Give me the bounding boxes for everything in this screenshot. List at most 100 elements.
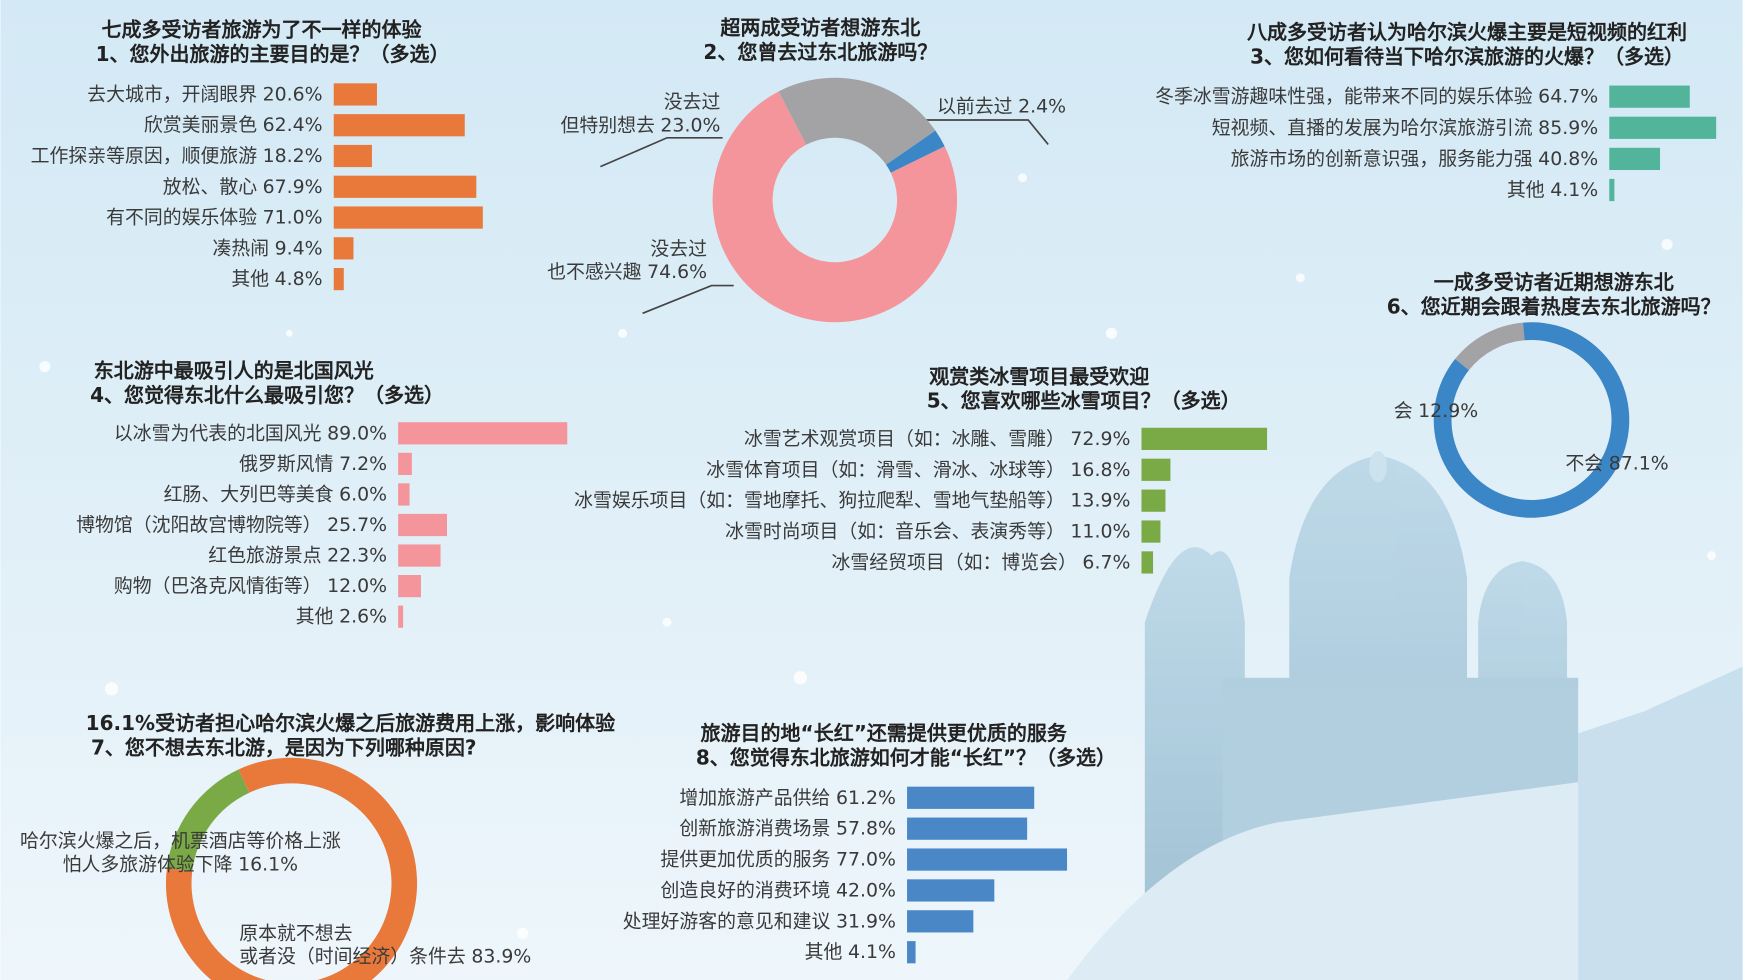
value-label: 16.8% bbox=[1070, 458, 1130, 480]
category-label: 也不感兴趣 bbox=[547, 261, 641, 283]
category-label: 其他 bbox=[296, 605, 334, 627]
value-label: 71.0% bbox=[263, 206, 323, 228]
chart-title: 16.1%受访者担心哈尔滨火爆之后旅游费用上涨，影响体验 bbox=[86, 711, 615, 735]
category-label: 创新旅游消费场景 bbox=[679, 817, 830, 839]
bar-label: 其他2.6% bbox=[296, 605, 387, 627]
value-label: 9.4% bbox=[275, 237, 323, 259]
bar bbox=[334, 145, 372, 167]
bar bbox=[398, 422, 567, 444]
value-label: 6.7% bbox=[1082, 551, 1130, 573]
bar bbox=[398, 544, 440, 566]
value-label: 67.9% bbox=[263, 175, 323, 197]
category-label: 原本就不想去 bbox=[239, 922, 352, 944]
value-label: 57.8% bbox=[836, 817, 896, 839]
bar-label: 冰雪时尚项目（如：音乐会、表演秀等）11.0% bbox=[725, 520, 1130, 542]
bar bbox=[907, 941, 916, 963]
value-label: 4.1% bbox=[848, 941, 896, 963]
category-label: 没去过 bbox=[650, 237, 707, 259]
bar bbox=[334, 206, 483, 228]
category-label: 其他 bbox=[805, 941, 843, 963]
category-label: 怕人多旅游体验下降 bbox=[63, 853, 233, 875]
category-label: 其他 bbox=[1507, 179, 1545, 201]
bar-label: 红肠、大列巴等美食6.0% bbox=[164, 483, 387, 505]
category-label: 冰雪娱乐项目（如：雪地摩托、狗拉爬犁、雪地气垫船等） bbox=[574, 489, 1065, 511]
chart-title: 超两成受访者想游东北 bbox=[719, 15, 920, 39]
value-label: 83.9% bbox=[471, 945, 531, 967]
bar bbox=[334, 268, 344, 290]
bar-label: 处理好游客的意见和建议31.9% bbox=[623, 910, 896, 932]
bar bbox=[907, 787, 1034, 809]
bar-label: 博物馆（沈阳故宫博物院等） 25.7% bbox=[76, 514, 387, 536]
bar bbox=[398, 575, 421, 597]
chart-subtitle: 6、您近期会跟着热度去东北旅游吗？ bbox=[1387, 294, 1721, 318]
category-label: 红肠、大列巴等美食 bbox=[164, 483, 334, 505]
chart-subtitle: 1、您外出旅游的主要目的是？（多选） bbox=[96, 42, 450, 66]
bar-label: 凑热闹 9.4% bbox=[212, 237, 322, 259]
value-label: 62.4% bbox=[263, 114, 323, 136]
chart-title: 旅游目的地“长红”还需提供更优质的服务 bbox=[701, 721, 1068, 745]
chart-subtitle: 5、您喜欢哪些冰雪项目？（多选） bbox=[927, 389, 1241, 413]
bar-label: 冰雪经贸项目（如：博览会）6.7% bbox=[832, 551, 1131, 573]
category-label: 凑热闹 bbox=[212, 237, 269, 259]
chart-title: 观赏类冰雪项目最受欢迎 bbox=[929, 364, 1149, 388]
bar bbox=[1142, 490, 1166, 512]
category-label: 冰雪经贸项目（如：博览会） bbox=[832, 551, 1077, 573]
bar-label: 短视频、直播的发展为哈尔滨旅游引流85.9% bbox=[1212, 116, 1598, 138]
chart-title: 八成多受访者认为哈尔滨火爆主要是短视频的红利 bbox=[1247, 20, 1687, 44]
bar bbox=[398, 483, 409, 505]
value-label: 72.9% bbox=[1070, 427, 1130, 449]
category-label: 但特别想去 bbox=[560, 114, 654, 136]
bar bbox=[398, 453, 412, 475]
category-label: 冰雪时尚项目（如：音乐会、表演秀等） bbox=[725, 520, 1065, 542]
bar bbox=[398, 606, 403, 628]
bar-label: 工作探亲等原因，顺便旅游18.2% bbox=[31, 145, 323, 167]
value-label: 4.1% bbox=[1550, 179, 1598, 201]
chart-subtitle: 2、您曾去过东北旅游吗？ bbox=[703, 40, 937, 64]
bar bbox=[1142, 520, 1161, 542]
value-label: 2.6% bbox=[339, 605, 387, 627]
value-label: 40.8% bbox=[1538, 147, 1598, 169]
value-label: 2.4% bbox=[1018, 95, 1066, 117]
bar-label: 欣赏美丽景色62.4% bbox=[144, 114, 323, 136]
value-label: 89.0% bbox=[327, 422, 387, 444]
category-label: 或者没（时间经济）条件去 bbox=[239, 945, 466, 967]
segment-label: 没去过 bbox=[650, 237, 707, 259]
category-label: 不会 bbox=[1565, 452, 1603, 474]
chart-title: 七成多受访者旅游为了不一样的体验 bbox=[102, 18, 422, 42]
value-label: 7.2% bbox=[339, 452, 387, 474]
bar-label: 其他4.8% bbox=[231, 268, 322, 290]
bar-label: 冰雪艺术观赏项目（如：冰雕、雪雕）72.9% bbox=[744, 427, 1130, 449]
bar-label: 红色旅游景点 22.3% bbox=[208, 544, 387, 566]
category-label: 红色旅游景点 bbox=[208, 544, 321, 566]
value-label: 18.2% bbox=[263, 145, 323, 167]
category-label: 哈尔滨火爆之后，机票酒店等价格上涨 bbox=[20, 830, 341, 852]
bar-label: 放松、散心67.9% bbox=[163, 175, 323, 197]
category-label: 提供更加优质的服务 bbox=[661, 848, 831, 870]
bar-label: 去大城市，开阔眼界20.6% bbox=[87, 83, 322, 105]
bar bbox=[1609, 86, 1690, 108]
value-label: 12.0% bbox=[327, 575, 387, 597]
bar-label: 有不同的娱乐体验71.0% bbox=[106, 206, 323, 228]
chart-subtitle: 8、您觉得东北旅游如何才能“长红”？（多选） bbox=[696, 745, 1116, 769]
bar bbox=[907, 818, 1027, 840]
bar-label: 创新旅游消费场景 57.8% bbox=[679, 817, 896, 839]
bar bbox=[334, 114, 465, 136]
bar bbox=[334, 237, 354, 259]
bar bbox=[1142, 428, 1268, 450]
category-label: 博物馆（沈阳故宫博物院等） bbox=[76, 514, 321, 536]
value-label: 25.7% bbox=[327, 514, 387, 536]
value-label: 61.2% bbox=[836, 786, 896, 808]
bar bbox=[1609, 148, 1660, 170]
bar bbox=[398, 514, 447, 536]
category-label: 短视频、直播的发展为哈尔滨旅游引流 bbox=[1212, 116, 1533, 138]
segment-label: 怕人多旅游体验下降16.1% bbox=[63, 853, 298, 875]
page: {"chart_data": [ {"type": "bar", "title"… bbox=[0, 0, 1743, 980]
segment-label: 原本就不想去 bbox=[239, 922, 352, 944]
value-label: 22.3% bbox=[327, 544, 387, 566]
